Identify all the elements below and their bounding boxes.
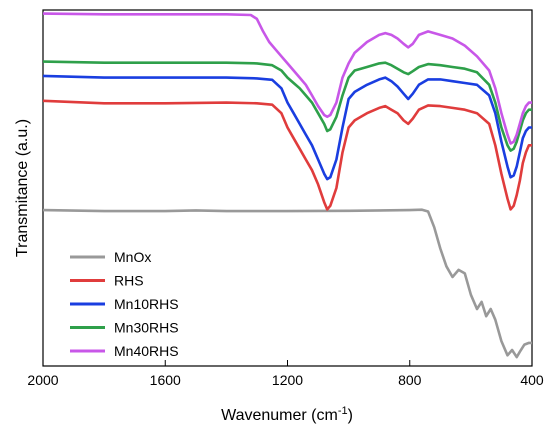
x-tick-label: 1600 (150, 372, 181, 388)
series-line-mn10rhs (42, 74, 532, 181)
series-line-mnox (42, 208, 532, 359)
x-axis-label: Wavenumer (cm-1) (221, 405, 353, 424)
x-axis-label-main: Wavenumer (cm (221, 407, 338, 424)
series-layer (42, 12, 532, 359)
x-axis-label-sup: -1 (338, 405, 348, 417)
legend-label-rhs: RHS (114, 273, 144, 289)
legend-label-mnox: MnOx (114, 249, 151, 265)
x-tick-label: 1200 (272, 372, 303, 388)
series-line-mn30rhs (42, 60, 532, 152)
x-ticks: 2000 1600 1200 800 400 (27, 360, 544, 388)
x-tick-label: 800 (398, 372, 422, 388)
x-axis-label-close: ) (348, 407, 353, 424)
legend: MnOx RHS Mn10RHS Mn30RHS Mn40RHS (70, 249, 179, 359)
legend-label-mn40rhs: Mn40RHS (114, 343, 179, 359)
series-line-rhs (42, 99, 532, 211)
series-line-mn40rhs (42, 12, 532, 145)
y-axis-label: Transmitance (a.u.) (14, 119, 31, 257)
x-tick-label: 400 (520, 372, 544, 388)
x-tick-label: 2000 (27, 372, 58, 388)
legend-label-mn10rhs: Mn10RHS (114, 296, 179, 312)
legend-label-mn30rhs: Mn30RHS (114, 320, 179, 336)
